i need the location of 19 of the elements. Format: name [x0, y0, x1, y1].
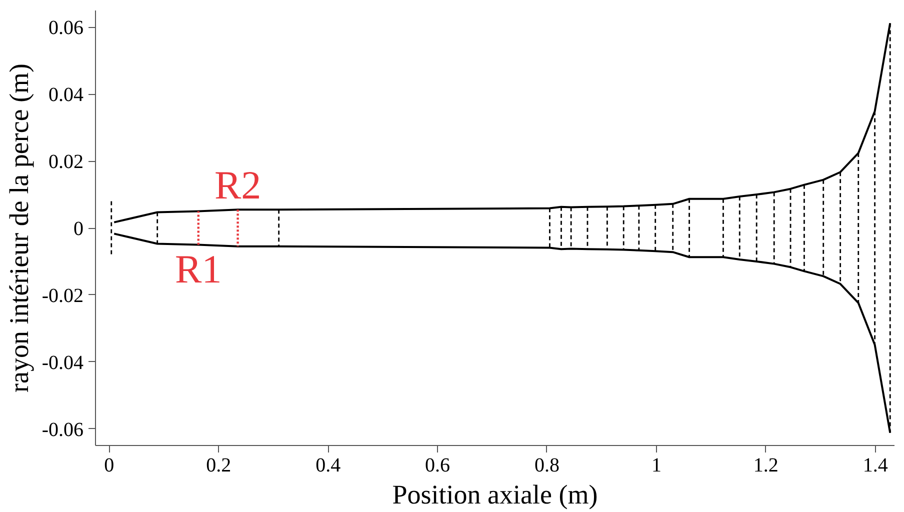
x-tick-label: 1.4 [862, 454, 888, 476]
x-tick-label: 0 [104, 454, 114, 476]
y-tick-label: 0.04 [48, 84, 84, 106]
y-axis-title: rayon intérieur de la perce (m) [4, 63, 34, 393]
y-tick-label: 0.02 [48, 151, 84, 174]
x-tick-label: 0.6 [425, 454, 450, 476]
x-tick-label: 0.8 [534, 454, 560, 476]
series-label: R2 [214, 162, 262, 208]
y-tick-label: -0.02 [42, 284, 84, 307]
x-axis-title: Position axiale (m) [392, 480, 598, 510]
y-tick-label: -0.06 [42, 418, 84, 441]
x-tick-label: 0.4 [316, 454, 341, 476]
series-label: R1 [175, 246, 222, 292]
y-tick-label: 0.06 [48, 17, 84, 40]
x-tick-label: 1 [651, 454, 662, 476]
x-tick-label: 1.2 [753, 454, 778, 476]
y-tick-label: -0.04 [42, 352, 84, 374]
y-tick-label: 0 [74, 218, 84, 240]
x-tick-label: 0.2 [206, 454, 232, 476]
